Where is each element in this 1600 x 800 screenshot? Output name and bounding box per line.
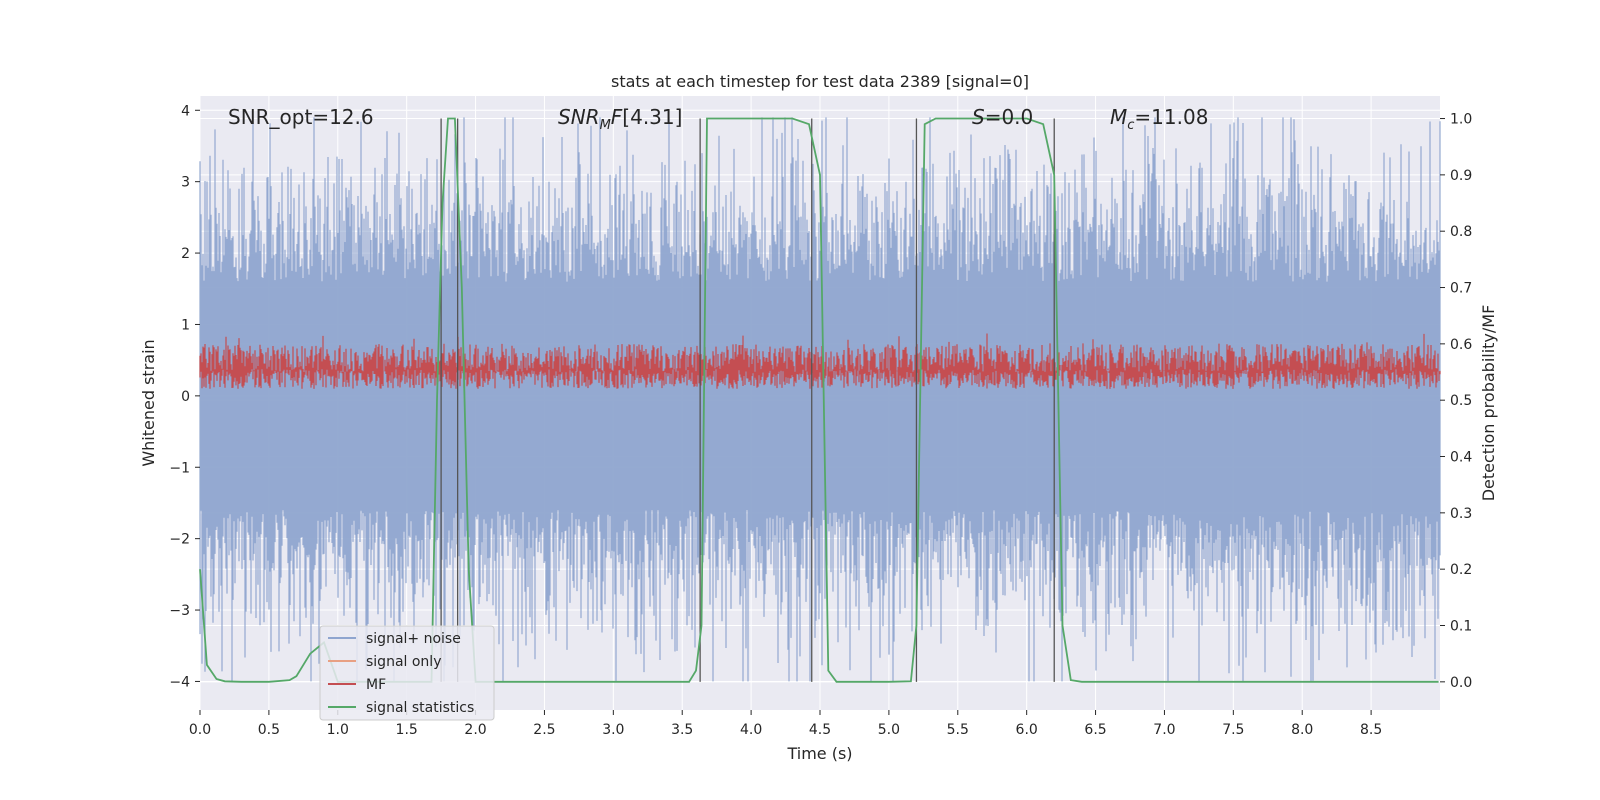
y-left-tick-label: −4 xyxy=(169,674,190,690)
y-left-tick-label: 1 xyxy=(181,317,190,333)
y-left-tick-label: −2 xyxy=(169,532,190,548)
y-right-tick-label: 0.1 xyxy=(1450,619,1472,635)
y-right-tick-label: 0.9 xyxy=(1450,168,1472,184)
y-left-tick-label: −3 xyxy=(169,603,190,619)
x-tick-label: 1.0 xyxy=(327,722,349,738)
x-tick-label: 3.5 xyxy=(671,722,693,738)
mf-line xyxy=(199,333,1441,389)
x-tick-label: 7.5 xyxy=(1222,722,1244,738)
annotation-mc-value: =11.08 xyxy=(1134,105,1208,129)
y-right-tick-label: 1.0 xyxy=(1450,112,1472,128)
x-tick-label: 4.0 xyxy=(740,722,762,738)
x-tick-label: 2.0 xyxy=(464,722,486,738)
y-left-tick-label: 3 xyxy=(181,175,190,191)
annotation-s: S=0.0 xyxy=(972,105,1033,129)
x-tick-label: 3.0 xyxy=(602,722,624,738)
annotation-s-value: =0.0 xyxy=(985,105,1034,129)
annotation-snr-mf-value: [4.31] xyxy=(622,105,682,129)
y-right-tick-label: 0.4 xyxy=(1450,450,1472,466)
x-tick-label: 6.5 xyxy=(1084,722,1106,738)
y-left-axis-ticks: 4 3 2 1 0 −1 −2 −3 −4 xyxy=(169,103,200,690)
legend: signal+ noise signal only MF signal stat… xyxy=(319,625,495,721)
x-axis-ticks: 0.0 0.5 1.0 1.5 2.0 2.5 3.0 3.5 4.0 4.5 5.0 5.5 6.0 6… xyxy=(189,710,1382,738)
legend-label-signal-statistics: signal statistics xyxy=(366,700,474,716)
y-right-tick-label: 0.8 xyxy=(1450,224,1472,240)
x-tick-label: 0.5 xyxy=(258,722,280,738)
y-right-tick-label: 0.6 xyxy=(1450,337,1472,353)
x-tick-label: 8.5 xyxy=(1360,722,1382,738)
y-left-tick-label: −1 xyxy=(169,460,190,476)
y-right-tick-label: 0.2 xyxy=(1450,562,1472,578)
legend-label-signal-only: signal only xyxy=(366,654,441,670)
x-tick-label: 4.5 xyxy=(809,722,831,738)
x-tick-label: 2.5 xyxy=(533,722,555,738)
legend-label-signal-noise: signal+ noise xyxy=(366,631,461,647)
legend-box xyxy=(319,625,495,721)
y-right-tick-label: 0.3 xyxy=(1450,506,1472,522)
mf-series xyxy=(199,333,1441,389)
x-tick-label: 5.0 xyxy=(878,722,900,738)
chart-title: stats at each timestep for test data 238… xyxy=(611,72,1029,91)
legend-label-mf: MF xyxy=(366,677,386,693)
x-tick-label: 8.0 xyxy=(1291,722,1313,738)
y-left-axis-label: Whitened strain xyxy=(139,339,158,466)
y-left-tick-label: 0 xyxy=(181,389,190,405)
x-tick-label: 5.5 xyxy=(947,722,969,738)
y-right-axis-ticks: 1.0 0.9 0.8 0.7 0.6 0.5 0.4 0.3 0.2 0.1 0.0 xyxy=(1440,112,1472,691)
y-left-tick-label: 2 xyxy=(181,246,190,262)
signal-statistics-series xyxy=(199,117,1439,683)
y-right-tick-label: 0.0 xyxy=(1450,675,1472,691)
x-tick-label: 7.0 xyxy=(1153,722,1175,738)
y-right-axis-label: Detection probability/MF xyxy=(1479,305,1498,502)
y-right-tick-label: 0.5 xyxy=(1450,393,1472,409)
signal-statistics-line xyxy=(199,117,1439,683)
x-tick-label: 6.0 xyxy=(1016,722,1038,738)
y-left-tick-label: 4 xyxy=(181,103,190,119)
x-tick-label: 0.0 xyxy=(189,722,211,738)
annotation-snr-opt: SNR_opt=12.6 xyxy=(228,105,374,129)
y-right-tick-label: 0.7 xyxy=(1450,281,1472,297)
x-axis-label: Time (s) xyxy=(786,744,852,763)
x-tick-label: 1.5 xyxy=(396,722,418,738)
annotation-snr-mf: SNRMF[4.31] xyxy=(558,105,682,133)
annotation-mc: Mc=11.08 xyxy=(1110,105,1208,133)
